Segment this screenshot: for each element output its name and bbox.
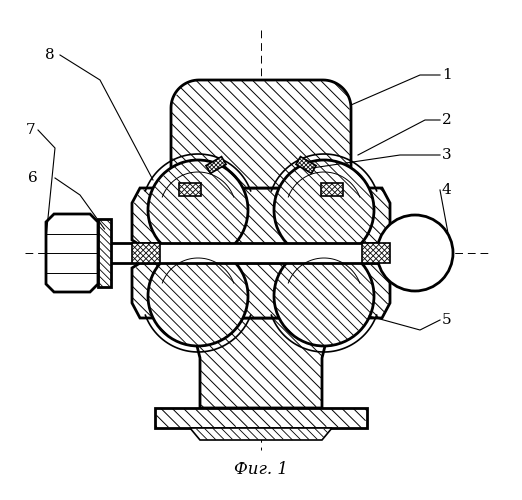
Polygon shape <box>132 243 160 263</box>
Text: 3: 3 <box>442 148 452 162</box>
Text: 7: 7 <box>26 123 35 137</box>
Text: 1: 1 <box>442 68 452 82</box>
Polygon shape <box>190 318 332 408</box>
Text: 5: 5 <box>442 313 452 327</box>
Text: 8: 8 <box>45 48 55 62</box>
Bar <box>108 243 400 263</box>
Text: Фиг. 1: Фиг. 1 <box>234 462 288 478</box>
Circle shape <box>377 215 453 291</box>
Polygon shape <box>98 219 111 287</box>
Text: 2: 2 <box>442 113 452 127</box>
Text: 6: 6 <box>28 171 38 185</box>
Polygon shape <box>206 156 226 174</box>
Polygon shape <box>155 408 367 428</box>
Text: 4: 4 <box>442 183 452 197</box>
Circle shape <box>274 246 374 346</box>
Polygon shape <box>46 214 98 292</box>
Circle shape <box>274 160 374 260</box>
Polygon shape <box>132 188 390 245</box>
Polygon shape <box>190 428 332 440</box>
Polygon shape <box>171 80 351 188</box>
Polygon shape <box>296 156 316 174</box>
Polygon shape <box>321 183 343 196</box>
Circle shape <box>148 246 248 346</box>
Polygon shape <box>132 263 390 318</box>
Polygon shape <box>362 243 390 263</box>
Polygon shape <box>179 183 201 196</box>
Circle shape <box>148 160 248 260</box>
